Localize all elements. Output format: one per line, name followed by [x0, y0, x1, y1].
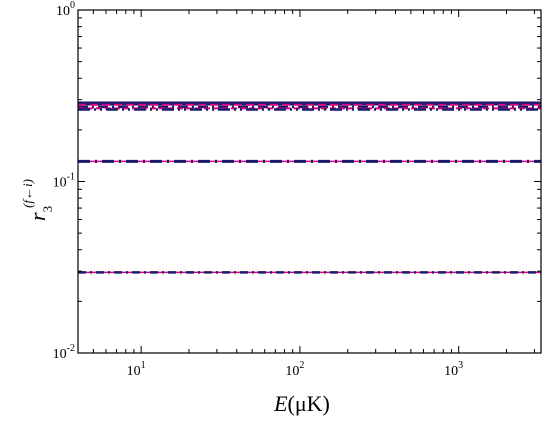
- x-tick-label: 103: [444, 360, 463, 379]
- y-tick-label: 10-1: [53, 172, 75, 191]
- y-axis-label: r3(f←i): [20, 179, 55, 221]
- plot-frame: [77, 9, 542, 354]
- tick-labels: 101 102 103 10-2 10-1 100: [53, 0, 464, 379]
- x-tick-label: 102: [285, 360, 304, 379]
- x-tick-label: 101: [127, 360, 146, 379]
- y-tick-label: 100: [56, 0, 75, 19]
- y-tick-label: 10-2: [53, 343, 75, 362]
- series-layer: [78, 101, 541, 274]
- x-axis-label: E(μK): [273, 391, 330, 416]
- tick-marks: [77, 9, 541, 354]
